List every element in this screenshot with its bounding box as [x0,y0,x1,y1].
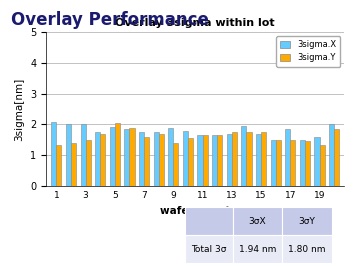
Bar [110,127,115,186]
Bar [305,142,310,186]
Title: Overlay 3sigma within lot: Overlay 3sigma within lot [115,18,275,28]
Bar [203,135,208,186]
X-axis label: wafer count: wafer count [160,206,230,216]
Bar [188,138,193,186]
Bar [173,143,179,186]
Bar [139,132,144,186]
Y-axis label: 3sigma[nm]: 3sigma[nm] [15,77,24,141]
Bar [261,132,266,186]
Legend: 3sigma.X, 3sigma.Y: 3sigma.X, 3sigma.Y [276,36,340,66]
Bar [256,134,261,186]
Bar [285,129,290,186]
Bar [66,124,71,186]
Bar [130,128,135,186]
Bar [315,137,320,186]
Bar [159,134,164,186]
Bar [115,123,120,186]
Bar [81,124,86,186]
Text: 1.80 nm: 1.80 nm [288,245,326,254]
Text: Total 3σ: Total 3σ [191,245,226,254]
Bar [290,140,295,186]
Bar [320,144,324,186]
Bar [334,129,339,186]
Bar [51,122,56,186]
Bar [154,132,159,186]
Text: 3σX: 3σX [248,217,266,226]
Bar [56,144,61,186]
Bar [246,132,252,186]
Bar [217,135,222,186]
Bar [275,140,281,186]
Bar [212,135,217,186]
Bar [271,140,275,186]
Bar [329,124,334,186]
Bar [227,134,232,186]
Text: 3σY: 3σY [299,217,316,226]
Bar [95,132,100,186]
Bar [71,143,76,186]
Text: 1.94 nm: 1.94 nm [239,245,276,254]
Text: Overlay Performance: Overlay Performance [11,11,208,29]
Bar [144,137,149,186]
Bar [100,134,105,186]
Bar [241,126,246,186]
Bar [183,131,188,186]
Bar [300,140,305,186]
Bar [197,135,203,186]
Bar [86,140,91,186]
Bar [124,129,130,186]
Bar [232,132,237,186]
Bar [168,128,173,186]
